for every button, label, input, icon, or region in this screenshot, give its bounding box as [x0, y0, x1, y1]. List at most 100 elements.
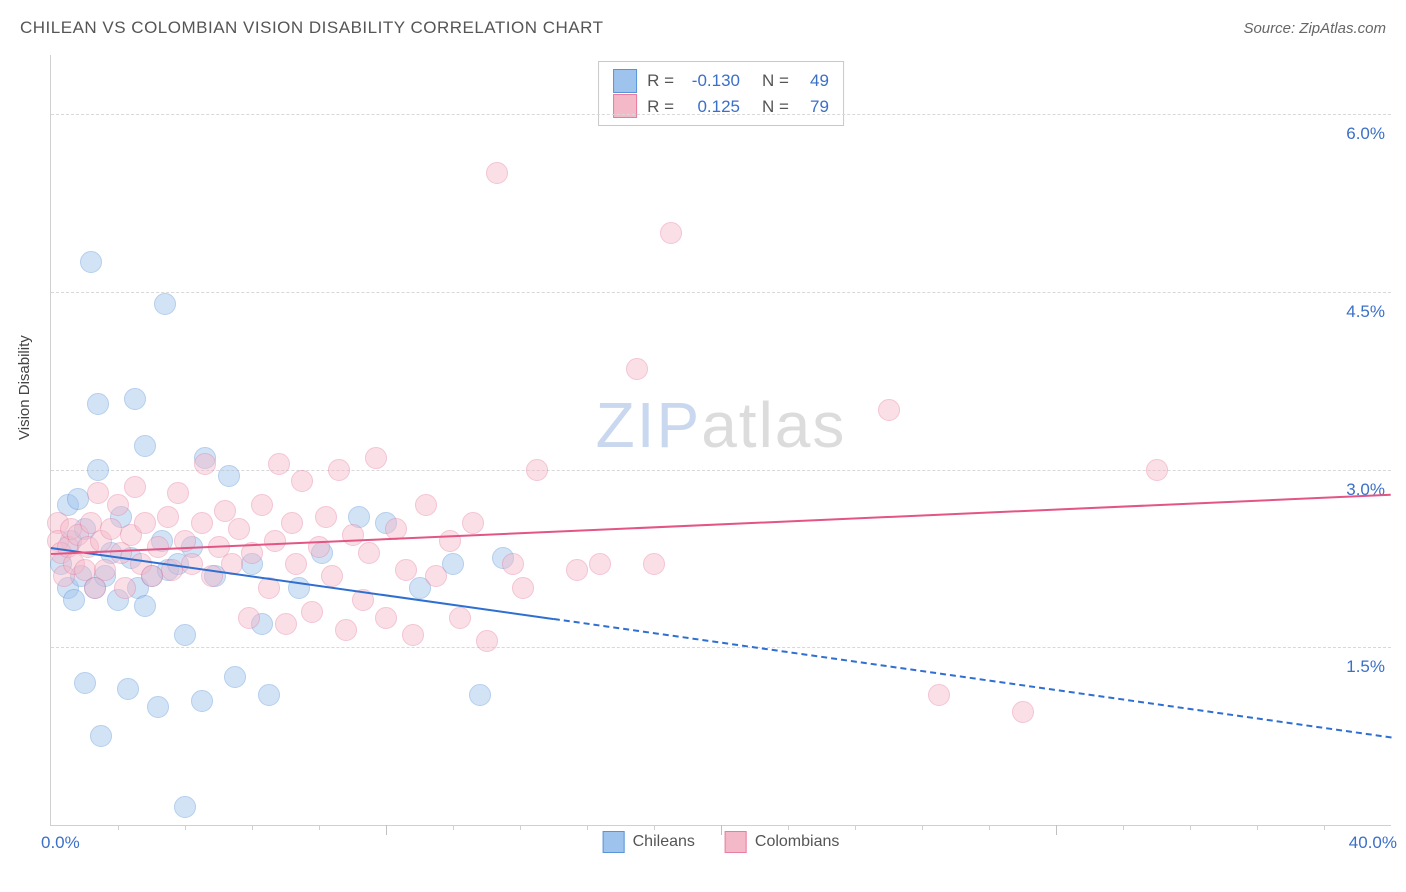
scatter-point: [94, 559, 116, 581]
scatter-point: [660, 222, 682, 244]
scatter-point: [80, 251, 102, 273]
scatter-point: [224, 666, 246, 688]
scatter-point: [181, 553, 203, 575]
series-legend-item: Chileans: [603, 831, 695, 853]
scatter-point: [74, 672, 96, 694]
scatter-point: [395, 559, 417, 581]
scatter-point: [167, 482, 189, 504]
scatter-point: [258, 684, 280, 706]
watermark: ZIPatlas: [596, 388, 847, 462]
scatter-point: [342, 524, 364, 546]
x-tick-minor: [855, 825, 856, 830]
x-axis-end-label: 40.0%: [1349, 833, 1397, 853]
scatter-point: [415, 494, 437, 516]
scatter-point: [124, 388, 146, 410]
scatter-point: [117, 678, 139, 700]
chart-title: CHILEAN VS COLOMBIAN VISION DISABILITY C…: [20, 18, 603, 38]
x-tick: [1056, 825, 1057, 835]
scatter-point: [502, 553, 524, 575]
scatter-point: [335, 619, 357, 641]
scatter-point: [147, 536, 169, 558]
scatter-point: [191, 690, 213, 712]
scatter-point: [626, 358, 648, 380]
x-tick-minor: [1190, 825, 1191, 830]
legend-n-label: N =: [762, 68, 789, 94]
scatter-point: [174, 624, 196, 646]
gridline: [51, 647, 1391, 648]
scatter-point: [114, 577, 136, 599]
scatter-point: [328, 459, 350, 481]
x-tick-minor: [587, 825, 588, 830]
series-legend-item: Colombians: [725, 831, 839, 853]
scatter-point: [486, 162, 508, 184]
x-tick-minor: [520, 825, 521, 830]
scatter-point: [174, 796, 196, 818]
chart-source: Source: ZipAtlas.com: [1243, 20, 1386, 37]
scatter-point: [402, 624, 424, 646]
scatter-point: [308, 536, 330, 558]
gridline: [51, 470, 1391, 471]
x-tick-minor: [453, 825, 454, 830]
trend-line: [553, 618, 1391, 738]
scatter-point: [228, 518, 250, 540]
scatter-point: [589, 553, 611, 575]
scatter-point: [154, 293, 176, 315]
scatter-point: [878, 399, 900, 421]
legend-n-value: 49: [799, 68, 829, 94]
scatter-point: [449, 607, 471, 629]
scatter-point: [157, 506, 179, 528]
x-tick-minor: [185, 825, 186, 830]
x-tick-minor: [1257, 825, 1258, 830]
scatter-point: [251, 494, 273, 516]
legend-row: R = -0.130 N = 49: [613, 68, 829, 94]
x-tick-minor: [319, 825, 320, 830]
y-axis-title: Vision Disability: [16, 335, 33, 440]
scatter-point: [469, 684, 491, 706]
scatter-point: [512, 577, 534, 599]
scatter-point: [321, 565, 343, 587]
gridline: [51, 292, 1391, 293]
legend-swatch: [603, 831, 625, 853]
scatter-point: [134, 435, 156, 457]
scatter-point: [268, 453, 290, 475]
scatter-point: [439, 530, 461, 552]
scatter-point: [462, 512, 484, 534]
x-tick-minor: [1324, 825, 1325, 830]
x-axis-start-label: 0.0%: [41, 833, 80, 853]
x-tick: [386, 825, 387, 835]
x-tick-minor: [118, 825, 119, 830]
scatter-point: [100, 518, 122, 540]
scatter-point: [1146, 459, 1168, 481]
scatter-point: [238, 607, 260, 629]
series-name: Chileans: [633, 833, 695, 851]
scatter-point: [264, 530, 286, 552]
scatter-point: [124, 476, 146, 498]
legend-r-label: R =: [647, 68, 674, 94]
scatter-point: [87, 393, 109, 415]
scatter-point: [87, 459, 109, 481]
scatter-point: [107, 494, 129, 516]
scatter-point: [285, 553, 307, 575]
scatter-point: [375, 607, 397, 629]
legend-swatch: [725, 831, 747, 853]
x-tick-minor: [989, 825, 990, 830]
scatter-point: [476, 630, 498, 652]
plot-area: ZIPatlas R =-0.130N =49R =0.125N =79 0.0…: [50, 55, 1391, 826]
scatter-point: [134, 512, 156, 534]
scatter-point: [526, 459, 548, 481]
scatter-point: [147, 696, 169, 718]
scatter-point: [67, 488, 89, 510]
legend-r-value: -0.130: [684, 68, 740, 94]
scatter-point: [275, 613, 297, 635]
scatter-point: [1012, 701, 1034, 723]
y-tick-label: 4.5%: [1346, 302, 1385, 322]
scatter-point: [291, 470, 313, 492]
watermark-atlas: atlas: [701, 389, 846, 461]
x-tick: [721, 825, 722, 835]
scatter-point: [141, 565, 163, 587]
scatter-point: [315, 506, 337, 528]
y-tick-label: 1.5%: [1346, 657, 1385, 677]
scatter-point: [301, 601, 323, 623]
x-tick-minor: [252, 825, 253, 830]
series-name: Colombians: [755, 833, 839, 851]
